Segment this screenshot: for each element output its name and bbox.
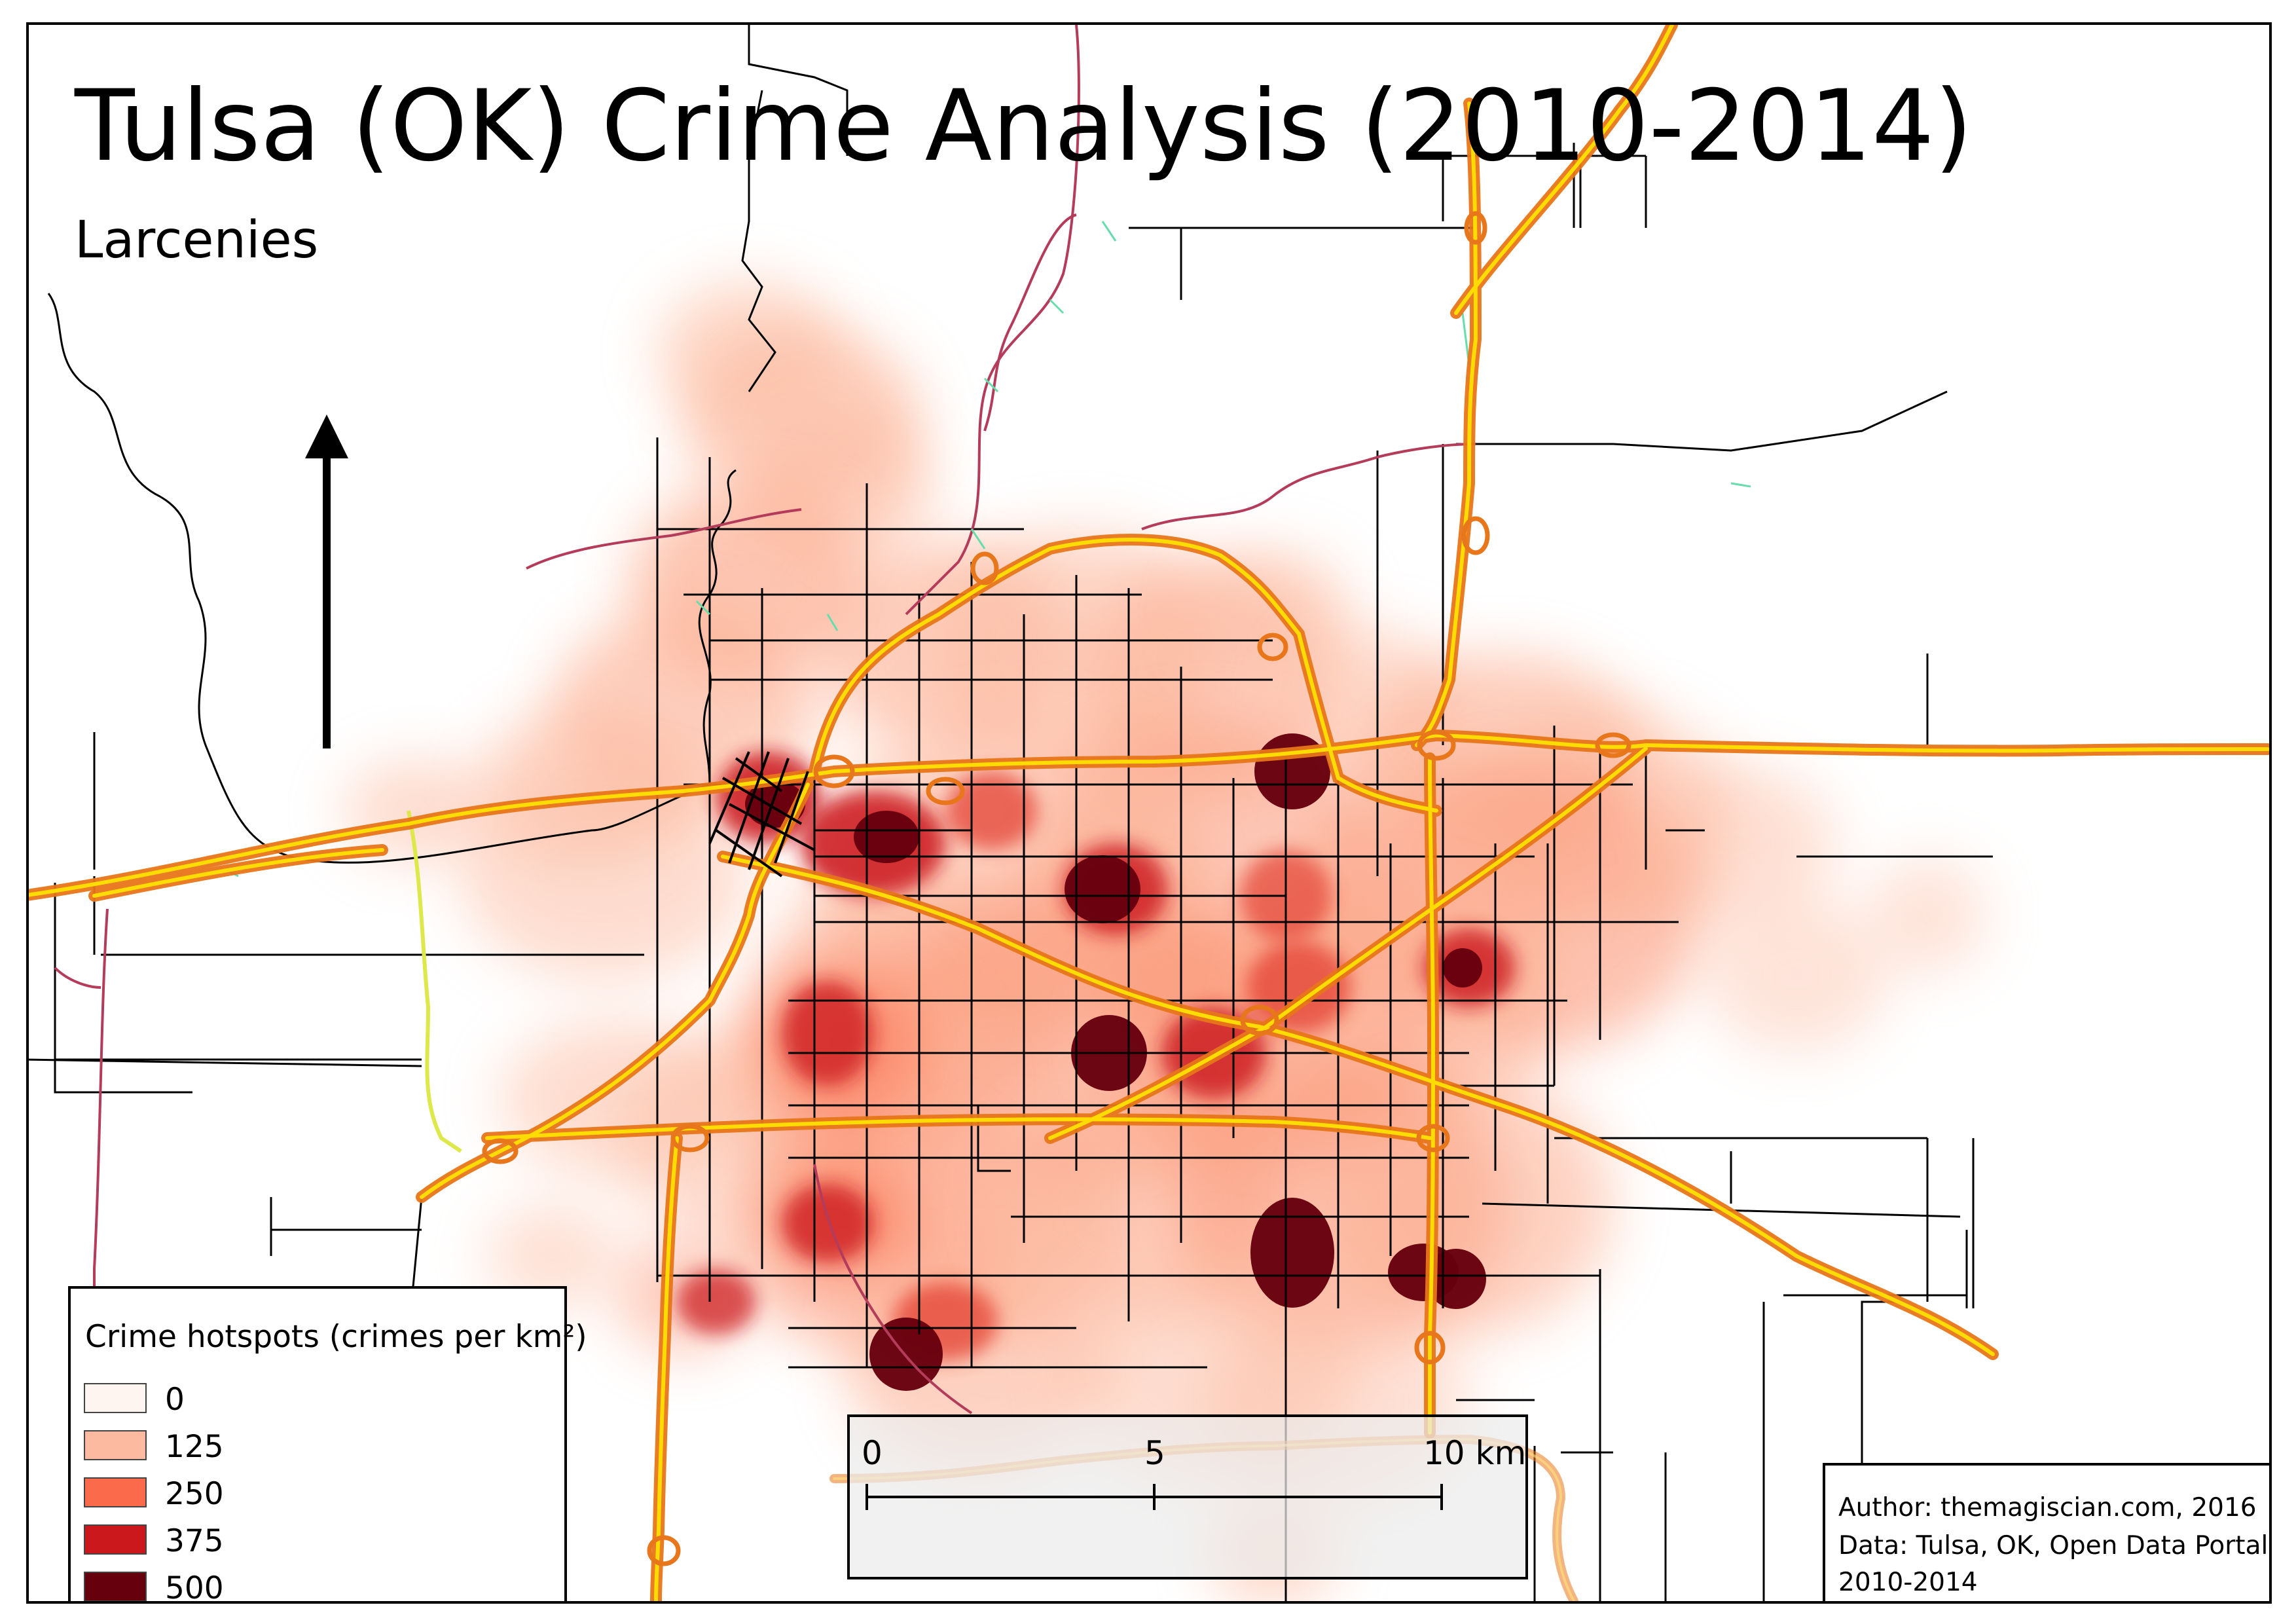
heat-hotspot (1250, 1198, 1334, 1308)
scale-label-5: 5 (1144, 1434, 1165, 1472)
heat-blob (677, 1269, 756, 1335)
scale-bar-graphic (866, 1484, 1443, 1510)
map-subtitle: Larcenies (75, 211, 319, 270)
major-river-roads (47, 293, 737, 864)
legend-label: 0 (165, 1382, 185, 1418)
legend-label: 125 (165, 1429, 224, 1465)
map-title: Tulsa (OK) Crime Analysis (2010-2014) (75, 69, 1973, 183)
heat-blob (500, 1020, 736, 1177)
scale-bar: 0 5 10 km (847, 1414, 1528, 1579)
legend-swatch (84, 1430, 147, 1460)
north-arrow (305, 415, 348, 748)
map-frame[interactable]: Tulsa (OK) Crime Analysis (2010-2014) La… (26, 22, 2272, 1604)
credits-box: Author: themagiscian.com, 2016 Data: Tul… (1823, 1463, 2269, 1601)
credit-years: 2010-2014 (1838, 1568, 1978, 1597)
legend-label: 375 (165, 1523, 224, 1559)
heat-blob (1194, 549, 1351, 680)
heat-hotspot (1065, 855, 1140, 923)
heat-blob (487, 1204, 618, 1308)
heat-blob (1705, 896, 1888, 1053)
heat-hotspot (1426, 1249, 1486, 1309)
heat-hotspot (854, 811, 919, 863)
legend: Crime hotspots (crimes per km²) 0 125 25… (68, 1286, 587, 1604)
turnpike (407, 810, 462, 1153)
scale-label-10: 10 km (1423, 1434, 1527, 1472)
credit-author: Author: themagiscian.com, 2016 (1838, 1493, 2257, 1522)
heat-blob (461, 771, 749, 981)
north-arrow-icon (305, 415, 348, 458)
map-canvas[interactable] (29, 25, 2269, 1601)
scale-label-0: 0 (862, 1434, 883, 1472)
heat-blob (782, 981, 873, 1086)
legend-swatch (84, 1524, 147, 1555)
legend-swatch (84, 1383, 147, 1413)
downtown-grid (708, 751, 815, 877)
legend-swatch (84, 1477, 147, 1507)
legend-label: 250 (165, 1476, 224, 1512)
heat-blob (1626, 765, 1836, 922)
legend-label: 500 (165, 1570, 224, 1604)
heat-hotspot (869, 1318, 943, 1391)
heat-blob (782, 1184, 873, 1263)
legend-swatch (84, 1572, 147, 1601)
heatmap-layer (343, 280, 1986, 1601)
interchanges (482, 211, 1631, 1566)
heat-hotspot (1443, 948, 1482, 987)
heat-blob (343, 758, 500, 863)
heat-blob (1247, 942, 1351, 1033)
legend-title: Crime hotspots (crimes per km²) (85, 1319, 587, 1355)
heat-blob (1868, 857, 1986, 974)
credit-data: Data: Tulsa, OK, Open Data Portal (1838, 1531, 2269, 1560)
